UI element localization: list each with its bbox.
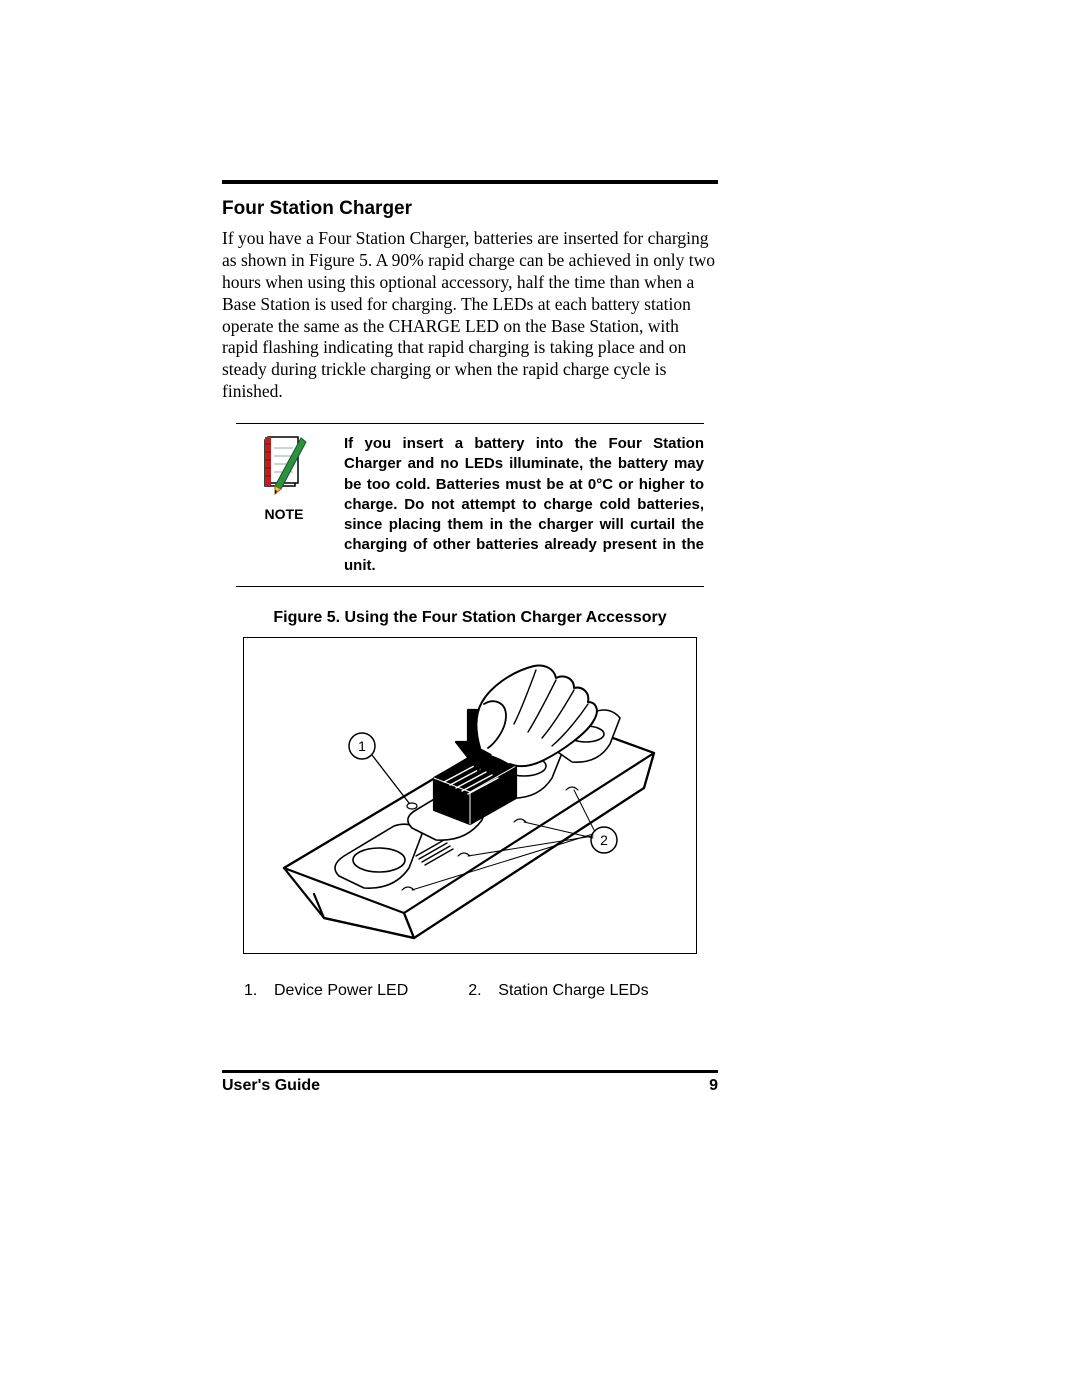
figure-illustration: 1 2 [243,637,697,954]
legend-1-num: 1. [244,982,274,1000]
section-heading: Four Station Charger [222,198,718,220]
footer-row: User's Guide 9 [222,1077,718,1095]
note-block: NOTE If you insert a battery into the Fo… [236,423,704,587]
callout-1-number: 1 [358,738,366,754]
footer-rule [222,1070,718,1073]
note-row: NOTE If you insert a battery into the Fo… [236,434,704,576]
legend-1-label: Device Power LED [274,982,408,1000]
note-icon [257,434,311,498]
note-label: NOTE [236,506,332,522]
legend-item-2: 2. Station Charge LEDs [468,982,648,1000]
figure-legend: 1. Device Power LED 2. Station Charge LE… [244,982,718,1000]
top-rule [222,180,718,184]
footer-title: User's Guide [222,1077,320,1095]
legend-item-1: 1. Device Power LED [244,982,408,1000]
section-body: If you have a Four Station Charger, batt… [222,228,718,403]
note-text: If you insert a battery into the Four St… [332,434,704,576]
content-region: Four Station Charger If you have a Four … [222,180,718,1000]
callout-2-number: 2 [600,832,608,848]
page-footer: User's Guide 9 [222,1070,718,1095]
figure-caption: Figure 5. Using the Four Station Charger… [222,609,718,627]
legend-2-label: Station Charge LEDs [498,982,648,1000]
legend-2-num: 2. [468,982,498,1000]
document-page: Four Station Charger If you have a Four … [0,0,1080,1397]
charger-diagram: 1 2 [244,638,696,953]
note-icon-cell: NOTE [236,434,332,522]
page-number: 9 [709,1077,718,1095]
